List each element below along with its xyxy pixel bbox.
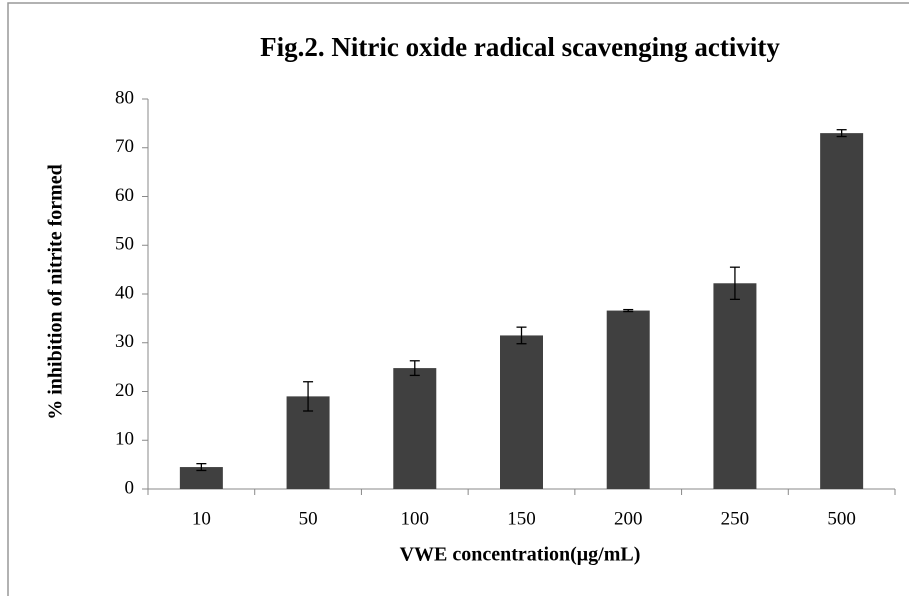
- bar: [606, 310, 650, 489]
- y-tick-label: 80: [115, 87, 134, 108]
- y-tick-label: 60: [115, 185, 134, 206]
- x-tick-label: 50: [299, 508, 318, 529]
- error-bar: [516, 326, 527, 345]
- x-tick-label: 10: [192, 508, 211, 529]
- y-tick-label: 20: [115, 380, 134, 401]
- x-axis-label: VWE concentration(μg/mL): [400, 544, 641, 566]
- bar: [286, 396, 330, 489]
- error-bar: [196, 462, 207, 472]
- y-axis-label: % inhibition of nitrite formed: [45, 164, 67, 420]
- y-tick-label: 50: [115, 234, 134, 255]
- y-tick-label: 70: [115, 136, 134, 157]
- bar: [820, 133, 864, 489]
- error-bar: [409, 360, 420, 377]
- y-tick-label: 40: [115, 282, 134, 303]
- chart-title: Fig.2. Nitric oxide radical scavenging a…: [260, 32, 780, 62]
- x-tick-label: 150: [507, 508, 536, 529]
- error-bar: [729, 266, 740, 301]
- bar: [179, 467, 223, 489]
- x-tick-label: 200: [614, 508, 643, 529]
- bar: [393, 368, 437, 489]
- bar: [713, 283, 757, 489]
- x-tick-label: 100: [401, 508, 430, 529]
- y-tick-label: 0: [125, 477, 135, 498]
- x-tick-label: 500: [827, 508, 856, 529]
- y-tick-label: 10: [115, 429, 134, 450]
- bar: [500, 335, 543, 489]
- error-bar: [836, 129, 847, 138]
- error-bar: [623, 308, 634, 313]
- y-tick-label: 30: [115, 331, 134, 352]
- x-tick-label: 250: [721, 508, 750, 529]
- error-bar: [303, 381, 314, 412]
- chart-border: [7, 2, 909, 596]
